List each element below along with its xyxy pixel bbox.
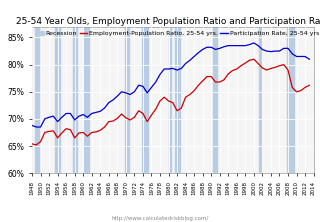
Text: http://www.calculatedriskblog.com/: http://www.calculatedriskblog.com/ <box>111 216 209 221</box>
Bar <box>142 27 148 173</box>
Bar <box>73 27 77 173</box>
Bar <box>175 27 180 173</box>
Bar <box>259 27 261 173</box>
Bar <box>84 27 89 173</box>
Legend: Recession, Employment-Population Ratio, 25-54 yrs., Participation Rate, 25-54 yr: Recession, Employment-Population Ratio, … <box>35 30 320 38</box>
Bar <box>213 27 217 173</box>
Bar <box>125 27 129 173</box>
Bar <box>55 27 60 173</box>
Bar <box>169 27 171 173</box>
Title: 25-54 Year Olds, Employment Population Ratio and Participation Rate: 25-54 Year Olds, Employment Population R… <box>16 17 320 26</box>
Bar <box>287 27 294 173</box>
Bar <box>35 27 39 173</box>
